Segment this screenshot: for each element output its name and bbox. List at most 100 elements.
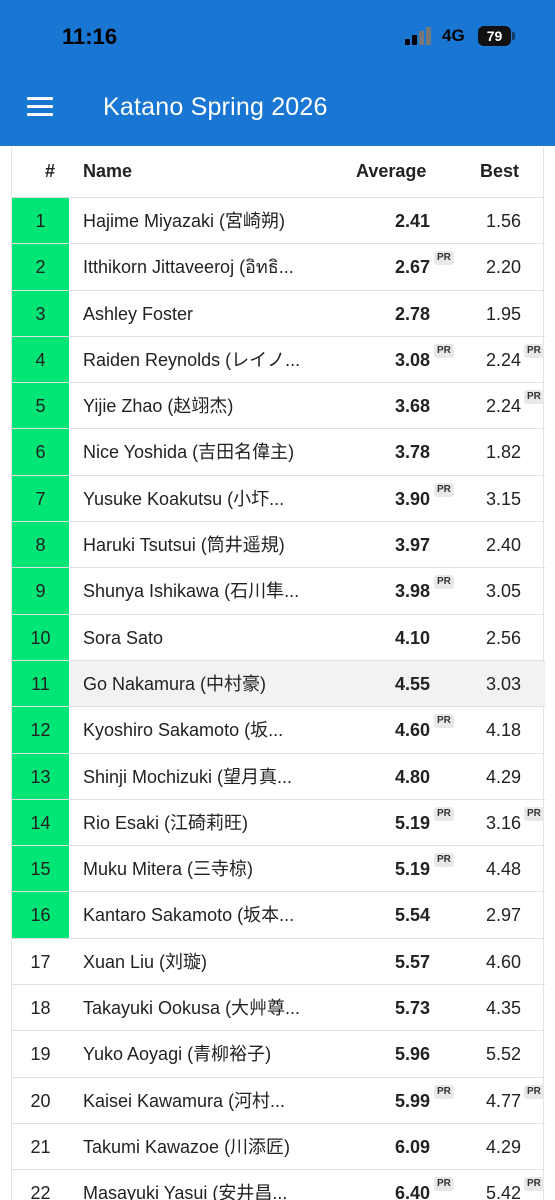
table-row[interactable]: 22 Masayuki Yasui (安井昌... 6.40 PR 5.42 PR [12,1170,545,1200]
row-average: 3.08 [394,349,430,370]
row-average: 4.10 [394,627,430,648]
average-pr-badge: PR [434,853,454,868]
row-rank: 20 [30,1090,51,1111]
average-pr-badge: PR [434,1177,454,1192]
competitor-name-link[interactable]: Kyoshiro Sakamoto (坂... [83,720,284,741]
table-row[interactable]: 11 Go Nakamura (中村豪) 4.55 3.03 [12,660,545,708]
row-average: 4.80 [394,766,430,787]
competitor-name-link[interactable]: Kaisei Kawamura (河村... [83,1090,286,1111]
average-pr-badge: PR [434,343,454,358]
table-row[interactable]: 9 Shunya Ishikawa (石川隼... 3.98 PR 3.05 [12,568,545,615]
row-best: 5.42 [485,1183,521,1200]
row-rank: 5 [12,383,69,429]
competitor-name-link[interactable]: Yuko Aoyagi (青柳裕子) [83,1044,272,1065]
table-row[interactable]: 8 Haruki Tsutsui (筒井遥規) 3.97 2.40 [12,522,545,569]
row-best: 4.48 [485,859,521,880]
row-rank: 2 [12,244,69,290]
table-body: 1 Hajime Miyazaki (宮崎朔) 2.41 1.56 2 Itthikorn… [12,198,545,1200]
competitor-name-link[interactable]: Ashley Foster [83,303,194,324]
signal-icon [405,27,435,45]
row-rank: 4 [12,336,69,383]
table-row[interactable]: 20 Kaisei Kawamura (河村... 5.99 PR 4.77 PR [12,1078,545,1124]
competitor-name-link[interactable]: Masayuki Yasui (安井昌... [83,1183,288,1200]
competitor-name-link[interactable]: Muku Mitera (三寺椋) [83,859,254,880]
competitor-name-link[interactable]: Shunya Ishikawa (石川隼... [83,581,300,602]
row-average: 5.99 [394,1090,430,1111]
row-best: 2.97 [485,905,521,926]
row-best: 3.05 [485,581,521,602]
competitor-name-link[interactable]: Yijie Zhao (赵翊杰) [83,396,234,417]
competitor-name-link[interactable]: Xuan Liu (刘璇) [83,951,208,972]
row-rank: 11 [12,660,69,707]
competitor-name-link[interactable]: Shinji Mochizuki (望月真... [83,766,293,787]
best-pr-badge: PR [524,1084,544,1099]
table-row[interactable]: 18 Takayuki Ookusa (大艸尊... 5.73 4.35 [12,985,545,1032]
row-average: 3.97 [394,535,430,556]
competitor-name-link[interactable]: Itthikorn Jittaveeroj (อิทธิ... [83,257,294,278]
average-pr-badge: PR [434,806,454,821]
row-best: 2.56 [485,627,521,648]
average-pr-badge: PR [434,251,454,266]
competitor-name-link[interactable]: Rio Esaki (江碕莉旺) [83,812,249,833]
table-row[interactable]: 10 Sora Sato 4.10 2.56 [12,614,545,661]
row-average: 5.73 [394,998,430,1019]
header-rank[interactable]: # [45,161,56,181]
row-average: 4.60 [394,720,430,741]
row-rank: 12 [12,707,69,753]
row-rank: 10 [12,614,69,660]
table-row[interactable]: 5 Yijie Zhao (赵翊杰) 3.68 2.24 PR [12,383,545,430]
row-rank: 14 [12,799,69,846]
competitor-name-link[interactable]: Yusuke Koakutsu (小圷... [83,488,285,509]
competitor-name-link[interactable]: Sora Sato [83,627,164,648]
row-average: 5.54 [394,905,430,926]
table-row[interactable]: 17 Xuan Liu (刘璇) 5.57 4.60 [12,939,545,986]
header-average[interactable]: Average [356,161,427,181]
row-rank: 16 [12,892,69,938]
row-average: 3.68 [394,396,430,417]
row-rank: 13 [12,753,69,799]
header-best[interactable]: Best [480,161,520,181]
competitor-name-link[interactable]: Nice Yoshida (吉田名偉主) [83,442,295,463]
best-pr-badge: PR [524,343,544,358]
row-best: 4.29 [485,1136,521,1157]
row-rank: 17 [30,951,51,972]
average-pr-badge: PR [434,1084,454,1099]
competitor-name-link[interactable]: Go Nakamura (中村豪) [83,673,267,694]
menu-icon[interactable] [22,92,58,122]
table-row[interactable]: 6 Nice Yoshida (吉田名偉主) 3.78 1.82 [12,429,545,476]
row-best: 3.03 [485,673,521,694]
best-pr-badge: PR [524,1177,544,1192]
row-rank: 22 [30,1183,51,1200]
competitor-name-link[interactable]: Takumi Kawazoe (川添匠) [83,1136,291,1157]
header-name[interactable]: Name [83,161,133,181]
row-rank: 21 [30,1136,51,1157]
table-row[interactable]: 4 Raiden Reynolds (レイノ... 3.08 PR 2.24 PR [12,336,545,384]
competitor-name-link[interactable]: Hajime Miyazaki (宮崎朔) [83,211,286,231]
competitor-name-link[interactable]: Raiden Reynolds (レイノ... [83,349,301,370]
table-row[interactable]: 16 Kantaro Sakamoto (坂本... 5.54 2.97 [12,892,545,939]
table-row[interactable]: 1 Hajime Miyazaki (宮崎朔) 2.41 1.56 [12,198,545,245]
row-best: 2.24 [485,349,521,370]
table-row[interactable]: 15 Muku Mitera (三寺椋) 5.19 PR 4.48 [12,846,545,893]
battery-tip [512,32,515,40]
row-rank: 6 [12,429,69,475]
table-row[interactable]: 12 Kyoshiro Sakamoto (坂... 4.60 PR 4.18 [12,707,545,754]
status-time: 11:16 [62,24,118,49]
row-average: 5.19 [394,859,430,880]
table-row[interactable]: 21 Takumi Kawazoe (川添匠) 6.09 4.29 [12,1124,545,1171]
row-rank: 19 [30,1044,51,1065]
table-row[interactable]: 14 Rio Esaki (江碕莉旺) 5.19 PR 3.16 PR [12,799,545,847]
table-row[interactable]: 2 Itthikorn Jittaveeroj (อิทธิ... 2.67 PR 2.… [12,244,545,291]
row-average: 6.09 [394,1136,430,1157]
competitor-name-link[interactable]: Kantaro Sakamoto (坂本... [83,905,295,926]
table-row[interactable]: 13 Shinji Mochizuki (望月真... 4.80 4.29 [12,753,545,800]
row-best: 4.29 [485,766,521,787]
competitor-name-link[interactable]: Takayuki Ookusa (大艸尊... [83,998,301,1019]
table-row[interactable]: 19 Yuko Aoyagi (青柳裕子) 5.96 5.52 [12,1031,545,1078]
competitor-name-link[interactable]: Haruki Tsutsui (筒井遥規) [83,535,285,556]
row-rank: 8 [12,522,69,568]
network-type: 4G [442,26,465,45]
table-row[interactable]: 7 Yusuke Koakutsu (小圷... 3.90 PR 3.15 [12,475,545,523]
row-rank: 15 [12,846,69,892]
table-row[interactable]: 3 Ashley Foster 2.78 1.95 [12,290,545,337]
